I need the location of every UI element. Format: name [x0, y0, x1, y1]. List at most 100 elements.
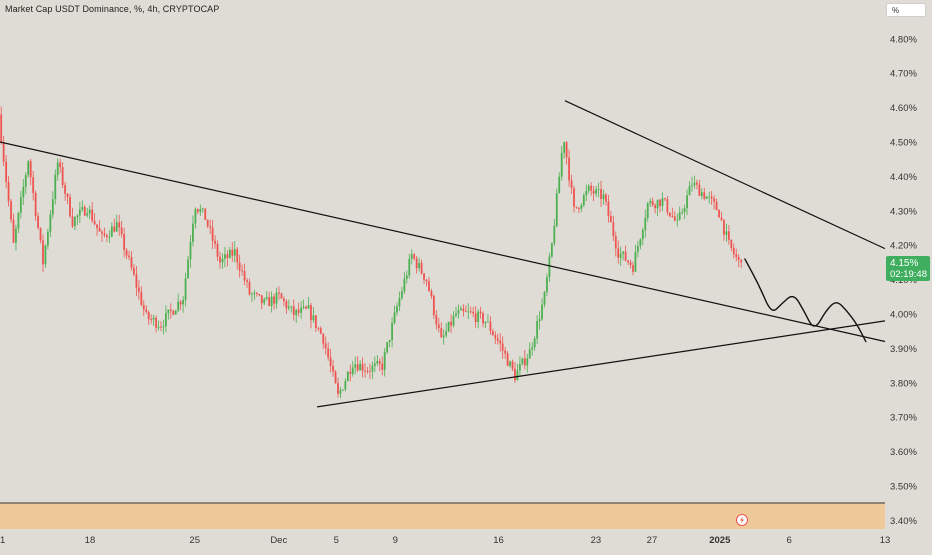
candle-up — [708, 196, 711, 198]
candle-up — [460, 308, 462, 311]
candle-down — [506, 353, 509, 366]
lower-support-line[interactable] — [317, 320, 886, 408]
candle-up — [484, 321, 487, 324]
candle-down — [128, 255, 130, 258]
candle-up — [442, 335, 445, 338]
candle-down — [381, 363, 384, 370]
candle-up — [619, 253, 622, 258]
candle-up — [418, 263, 421, 269]
candle-down — [423, 273, 425, 280]
candle-up — [373, 363, 376, 366]
candle-down — [632, 265, 634, 272]
candle-up — [391, 322, 393, 341]
x-tick-label: 6 — [786, 535, 791, 546]
candle-up — [725, 231, 728, 235]
candle-down — [179, 301, 182, 305]
candle-down — [514, 368, 516, 381]
candle-down — [366, 370, 369, 372]
candle-up — [661, 198, 664, 207]
candle-up — [177, 301, 180, 311]
candle-up — [201, 208, 204, 210]
candle-up — [24, 175, 27, 187]
candle-down — [565, 142, 568, 158]
candle-up — [359, 363, 362, 371]
candle-down — [703, 192, 706, 199]
candle-down — [440, 328, 443, 338]
candle-down — [7, 181, 10, 202]
candle-down — [654, 205, 657, 209]
candle-down — [364, 370, 366, 372]
candle-up — [110, 226, 113, 237]
x-tick-label: 1 — [0, 535, 5, 546]
candle-down — [573, 188, 575, 207]
candle-up — [639, 239, 642, 246]
candle-down — [246, 280, 248, 282]
candle-down — [219, 256, 221, 263]
candle-up — [538, 319, 541, 322]
y-tick-label: 4.30% — [890, 206, 917, 217]
upper-resistance-line[interactable] — [564, 100, 886, 250]
candle-down — [214, 240, 216, 244]
candle-down — [496, 338, 499, 341]
candles-layer — [0, 106, 743, 399]
candle-up — [644, 218, 647, 231]
candle-up — [115, 222, 118, 232]
candle-up — [519, 363, 521, 371]
candle-up — [187, 259, 189, 279]
candle-down — [231, 249, 234, 256]
candle-up — [376, 361, 379, 364]
candle-up — [595, 189, 598, 194]
candle-up — [15, 228, 17, 243]
candle-up — [295, 309, 298, 316]
candle-down — [280, 293, 283, 299]
candle-up — [560, 152, 563, 177]
candle-down — [283, 298, 285, 302]
candle-up — [27, 161, 30, 176]
candle-up — [536, 321, 539, 339]
lightning-icon[interactable] — [736, 514, 748, 526]
candle-down — [83, 207, 86, 216]
candle-down — [133, 267, 135, 275]
candle-up — [86, 213, 89, 216]
current-price-badge: 4.15% 02:19:48 — [886, 256, 930, 281]
candle-up — [447, 321, 450, 332]
candle-up — [56, 162, 59, 175]
candle-down — [369, 371, 371, 373]
candle-down — [629, 262, 632, 266]
candle-down — [0, 114, 3, 143]
y-tick-label: 4.00% — [890, 310, 917, 321]
candle-up — [354, 364, 357, 368]
candle-down — [243, 271, 246, 281]
candle-down — [278, 292, 280, 294]
candle-down — [12, 219, 15, 243]
candle-down — [592, 190, 595, 194]
candle-down — [216, 243, 219, 257]
x-tick-label: 13 — [880, 535, 891, 546]
upper-descending-line[interactable] — [0, 141, 886, 343]
candle-down — [730, 239, 733, 249]
y-tick-label: 3.50% — [890, 482, 917, 493]
axis-unit-button[interactable]: % — [886, 3, 926, 17]
candle-down — [29, 161, 32, 178]
candle-up — [649, 200, 652, 204]
candle-down — [172, 310, 175, 315]
y-tick-label: 4.70% — [890, 69, 917, 80]
candle-up — [693, 182, 696, 186]
candle-down — [609, 216, 612, 223]
candle-down — [617, 248, 620, 258]
candle-down — [575, 206, 578, 208]
candle-down — [713, 198, 716, 202]
projection-path[interactable] — [744, 258, 867, 343]
candle-up — [287, 306, 290, 309]
candle-down — [568, 157, 570, 181]
candle-down — [710, 196, 713, 199]
candle-down — [258, 293, 261, 296]
candle-up — [553, 226, 556, 244]
candle-down — [61, 167, 64, 186]
candle-up — [455, 313, 457, 316]
x-tick-label: 23 — [591, 535, 602, 546]
candle-up — [251, 294, 253, 295]
candle-up — [88, 209, 91, 214]
